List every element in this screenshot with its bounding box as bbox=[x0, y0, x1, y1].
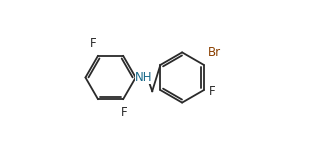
Text: Br: Br bbox=[208, 46, 221, 59]
Text: NH: NH bbox=[135, 71, 153, 84]
Text: F: F bbox=[90, 37, 97, 50]
Text: F: F bbox=[121, 106, 128, 119]
Text: F: F bbox=[208, 85, 215, 98]
